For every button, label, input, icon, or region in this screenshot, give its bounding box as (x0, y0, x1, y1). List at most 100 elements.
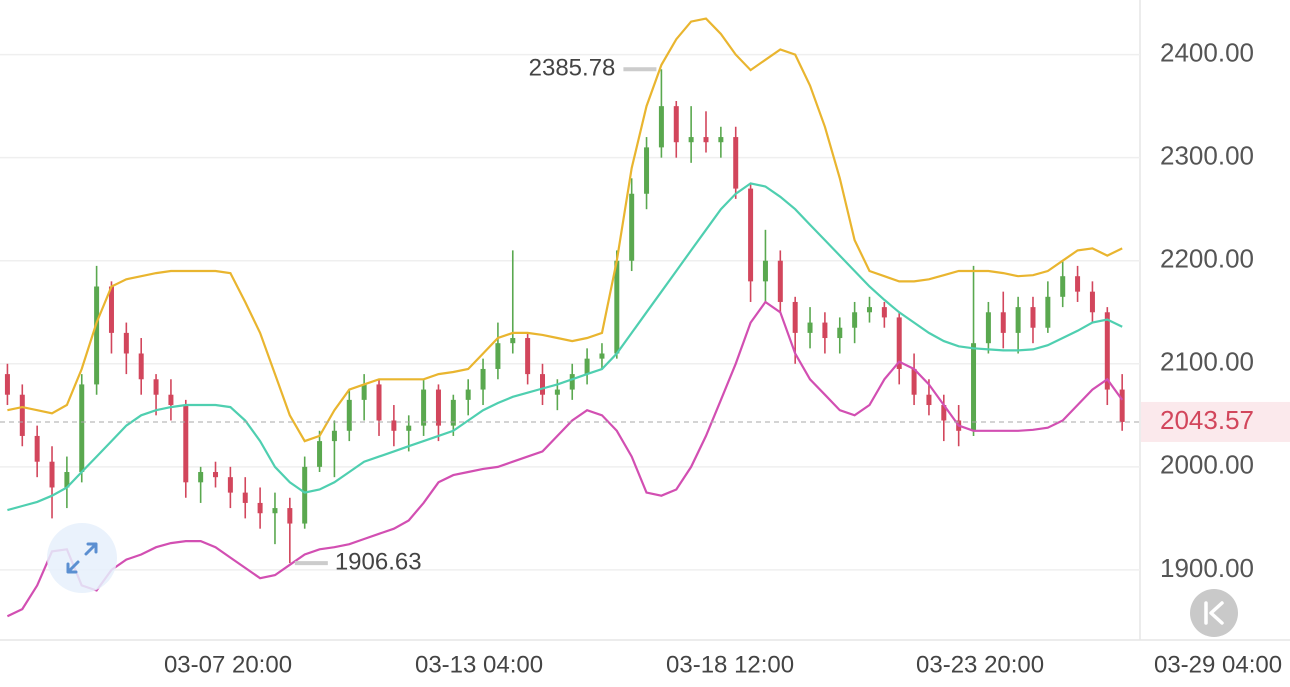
candle-body (911, 368, 917, 395)
candle-body (554, 389, 560, 395)
candle-body (376, 384, 382, 421)
candle-body (614, 260, 620, 354)
candle-body (658, 106, 664, 148)
candle-body (421, 389, 427, 426)
x-tick-label: 03-23 20:00 (916, 651, 1044, 678)
candle-body (584, 358, 590, 375)
candle-body (34, 435, 40, 462)
candle-body (123, 332, 129, 354)
reset-button[interactable] (1190, 589, 1238, 637)
band-line (7, 182, 1123, 512)
candle-body (510, 338, 516, 344)
y-tick-label: 1900.00 (1160, 553, 1254, 583)
candle-body (1089, 291, 1095, 313)
candle-body (4, 374, 10, 395)
last-price-label: 2043.57 (1160, 405, 1254, 435)
candle-body (79, 384, 85, 473)
x-tick-label: 03-18 12:00 (666, 651, 794, 678)
candle-body (213, 472, 219, 478)
candle-body (272, 508, 278, 514)
reset-circle[interactable] (1190, 589, 1238, 637)
candle-body (480, 368, 486, 390)
candle-body (718, 137, 724, 143)
candle-body (852, 312, 858, 328)
y-tick-label: 2100.00 (1160, 347, 1254, 377)
candle-body (406, 425, 412, 431)
candle-body (242, 492, 248, 503)
candle-body (1015, 307, 1021, 333)
expand-icon (66, 542, 98, 574)
band-line (6, 300, 1124, 618)
candle-body (287, 508, 293, 524)
candle-body (1075, 276, 1081, 292)
candle-body (1119, 389, 1125, 422)
candle-body (1060, 276, 1066, 297)
candle-body (168, 394, 174, 406)
candle-body (64, 472, 70, 488)
candle-body (450, 399, 456, 426)
candle-body (94, 286, 100, 385)
candle-body (465, 389, 471, 400)
reset-icon (1204, 601, 1224, 625)
candle-body (941, 405, 947, 421)
candle-body (391, 420, 397, 431)
candle-body (792, 301, 798, 333)
candle-body (673, 106, 679, 143)
candle-body (688, 137, 694, 143)
expand-circle[interactable] (47, 523, 117, 593)
candle-body (183, 405, 189, 483)
expand-button[interactable] (47, 523, 117, 593)
candle-body (302, 466, 308, 524)
candle-body (926, 394, 932, 406)
candle-body (1000, 312, 1006, 333)
candle-body (881, 307, 887, 318)
candle-body (644, 147, 650, 194)
candle-body (153, 379, 159, 395)
max-marker-label: 2385.78 (529, 55, 616, 82)
candle-body (49, 461, 55, 488)
min-marker-label: 1906.63 (335, 548, 422, 575)
candle-body (495, 343, 501, 369)
x-tick-label: 03-07 20:00 (164, 651, 292, 678)
candle-body (317, 441, 323, 467)
last-price-box (1141, 401, 1290, 442)
band-line (7, 17, 1123, 443)
candle-body (985, 312, 991, 344)
candle-body (346, 399, 352, 431)
candle-body (331, 430, 337, 442)
candle-body (540, 374, 546, 395)
candle-body (896, 317, 902, 369)
candle-body (748, 188, 754, 282)
candle-body (1045, 296, 1051, 328)
candle-body (525, 338, 531, 375)
y-tick-label: 2300.00 (1160, 141, 1254, 171)
candle-body (837, 327, 843, 339)
candle-body (777, 260, 783, 302)
candle-body (1104, 312, 1110, 390)
y-tick-label: 2200.00 (1160, 244, 1254, 274)
candle-body (108, 286, 114, 333)
candle-body (19, 394, 25, 436)
y-tick-label: 2000.00 (1160, 450, 1254, 480)
candle-body (629, 193, 635, 261)
candle-body (227, 477, 233, 493)
candle-body (866, 307, 872, 313)
candle-body (257, 502, 263, 514)
candle-body (138, 353, 144, 380)
candle-body (198, 472, 204, 483)
candle-body (703, 137, 709, 143)
candle-body (807, 322, 813, 333)
candle-body (435, 389, 441, 426)
candle-body (733, 137, 739, 189)
candle-body (971, 343, 977, 431)
plot: 1900.00 2000.00 2100.00 2200.00 2300.00 2400.… (0, 17, 1290, 678)
y-tick-label: 2400.00 (1160, 37, 1254, 67)
candle-body (1030, 307, 1036, 328)
candle-body (361, 384, 367, 400)
candle-body (762, 260, 768, 282)
candle-body (599, 353, 605, 359)
candle-body (822, 322, 828, 339)
candle-body (569, 374, 575, 390)
